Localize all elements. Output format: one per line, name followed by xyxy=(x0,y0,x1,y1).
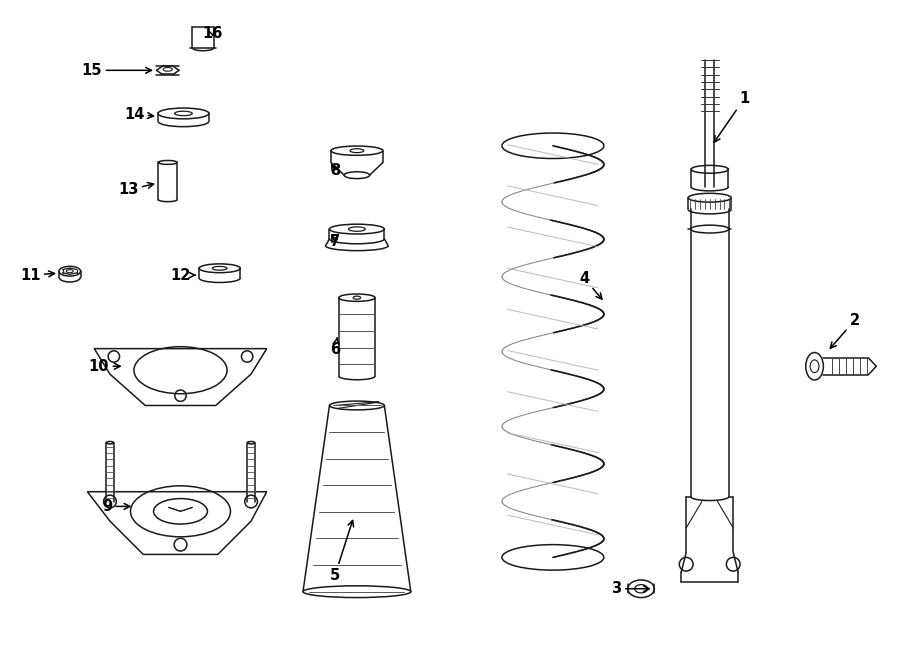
Text: 16: 16 xyxy=(202,26,222,40)
Text: 11: 11 xyxy=(20,267,55,283)
Text: 8: 8 xyxy=(330,163,340,178)
Text: 6: 6 xyxy=(330,338,340,357)
Text: 9: 9 xyxy=(102,499,130,514)
Text: 5: 5 xyxy=(330,520,354,583)
Text: 2: 2 xyxy=(831,312,860,348)
Text: 15: 15 xyxy=(82,63,151,78)
Text: 13: 13 xyxy=(118,182,154,197)
Text: 4: 4 xyxy=(579,271,602,299)
Text: 14: 14 xyxy=(124,107,154,122)
Text: 3: 3 xyxy=(611,581,650,596)
Text: 10: 10 xyxy=(88,359,121,374)
Text: 7: 7 xyxy=(330,234,340,250)
Text: 1: 1 xyxy=(715,91,750,142)
Text: 12: 12 xyxy=(170,267,195,283)
